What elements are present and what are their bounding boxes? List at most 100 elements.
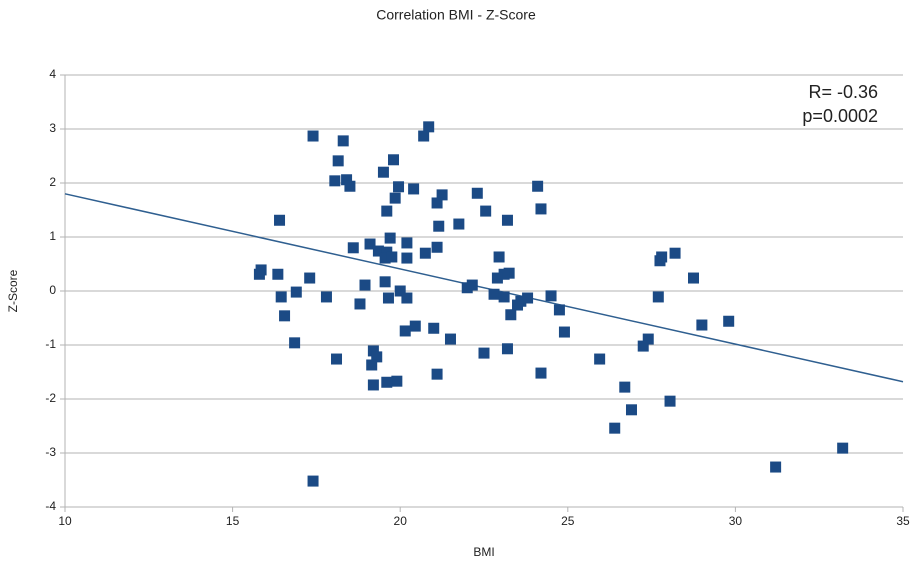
chart-title: Correlation BMI - Z-Score xyxy=(376,7,536,23)
point xyxy=(381,205,393,217)
point xyxy=(391,375,403,387)
point xyxy=(696,319,708,331)
point xyxy=(535,367,547,379)
point xyxy=(553,304,565,316)
point xyxy=(498,268,510,280)
point xyxy=(453,218,465,230)
point xyxy=(837,442,849,454)
point xyxy=(688,272,699,284)
point xyxy=(389,192,401,204)
point xyxy=(307,130,319,142)
point xyxy=(723,315,735,327)
point xyxy=(253,268,265,280)
point xyxy=(377,166,389,178)
point xyxy=(493,251,505,263)
point xyxy=(501,343,513,355)
x-tick-label: 15 xyxy=(226,514,240,528)
point xyxy=(423,121,435,133)
point xyxy=(770,461,782,473)
point xyxy=(341,174,353,186)
point xyxy=(431,368,443,380)
point xyxy=(289,337,301,349)
point xyxy=(386,251,398,263)
point xyxy=(594,353,606,365)
x-tick-label: 20 xyxy=(394,514,408,528)
point xyxy=(387,154,399,166)
point xyxy=(290,286,302,298)
y-tick-label: 4 xyxy=(49,67,56,81)
point xyxy=(337,135,349,147)
point xyxy=(532,180,544,192)
point xyxy=(393,181,405,193)
y-tick-label: 0 xyxy=(49,283,56,297)
x-tick-label: 10 xyxy=(58,514,72,528)
x-tick-label: 30 xyxy=(729,514,743,528)
point xyxy=(669,247,681,259)
point xyxy=(431,241,443,253)
point xyxy=(436,189,448,201)
point xyxy=(384,232,396,244)
point xyxy=(478,347,490,359)
annotation: p=0.0002 xyxy=(802,106,878,126)
point xyxy=(382,292,394,304)
point xyxy=(381,376,393,388)
y-tick-label: 1 xyxy=(49,229,56,243)
point xyxy=(428,322,440,334)
point xyxy=(364,238,376,250)
y-tick-label: 2 xyxy=(49,175,56,189)
point xyxy=(344,180,356,192)
point xyxy=(394,285,406,297)
point xyxy=(320,291,332,303)
point xyxy=(491,272,503,284)
point xyxy=(379,252,391,264)
point xyxy=(609,422,621,434)
point xyxy=(371,351,383,363)
point xyxy=(401,237,413,249)
point xyxy=(625,404,637,416)
point xyxy=(372,245,384,257)
y-tick-label: -2 xyxy=(45,391,56,405)
point xyxy=(522,292,534,304)
point xyxy=(642,333,654,345)
point xyxy=(501,214,513,226)
point xyxy=(444,333,456,345)
point xyxy=(418,130,430,142)
point xyxy=(401,292,413,304)
point xyxy=(399,325,411,337)
y-tick-label: -1 xyxy=(45,337,56,351)
point xyxy=(274,214,286,226)
point xyxy=(480,205,492,217)
point xyxy=(431,197,443,209)
point xyxy=(379,276,391,288)
point xyxy=(401,252,413,264)
point xyxy=(535,203,547,215)
point xyxy=(619,381,631,393)
trend-line xyxy=(64,193,904,383)
x-axis-label: BMI xyxy=(473,545,494,559)
point xyxy=(332,155,344,167)
point xyxy=(498,291,510,303)
point xyxy=(652,291,664,303)
point xyxy=(279,310,291,322)
point xyxy=(637,340,649,352)
y-tick-label: -4 xyxy=(45,499,56,513)
point xyxy=(304,272,316,284)
x-tick-label: 35 xyxy=(896,514,910,528)
point xyxy=(272,268,284,280)
point xyxy=(512,299,524,311)
point xyxy=(331,353,343,365)
point xyxy=(545,290,557,302)
point xyxy=(367,379,379,391)
point xyxy=(488,288,500,300)
point xyxy=(359,279,371,291)
point xyxy=(664,395,676,407)
point xyxy=(347,242,359,254)
y-tick-label: -3 xyxy=(45,445,56,459)
point xyxy=(461,282,473,294)
annotation: R= -0.36 xyxy=(808,82,878,102)
point xyxy=(505,309,517,321)
point xyxy=(367,345,379,357)
